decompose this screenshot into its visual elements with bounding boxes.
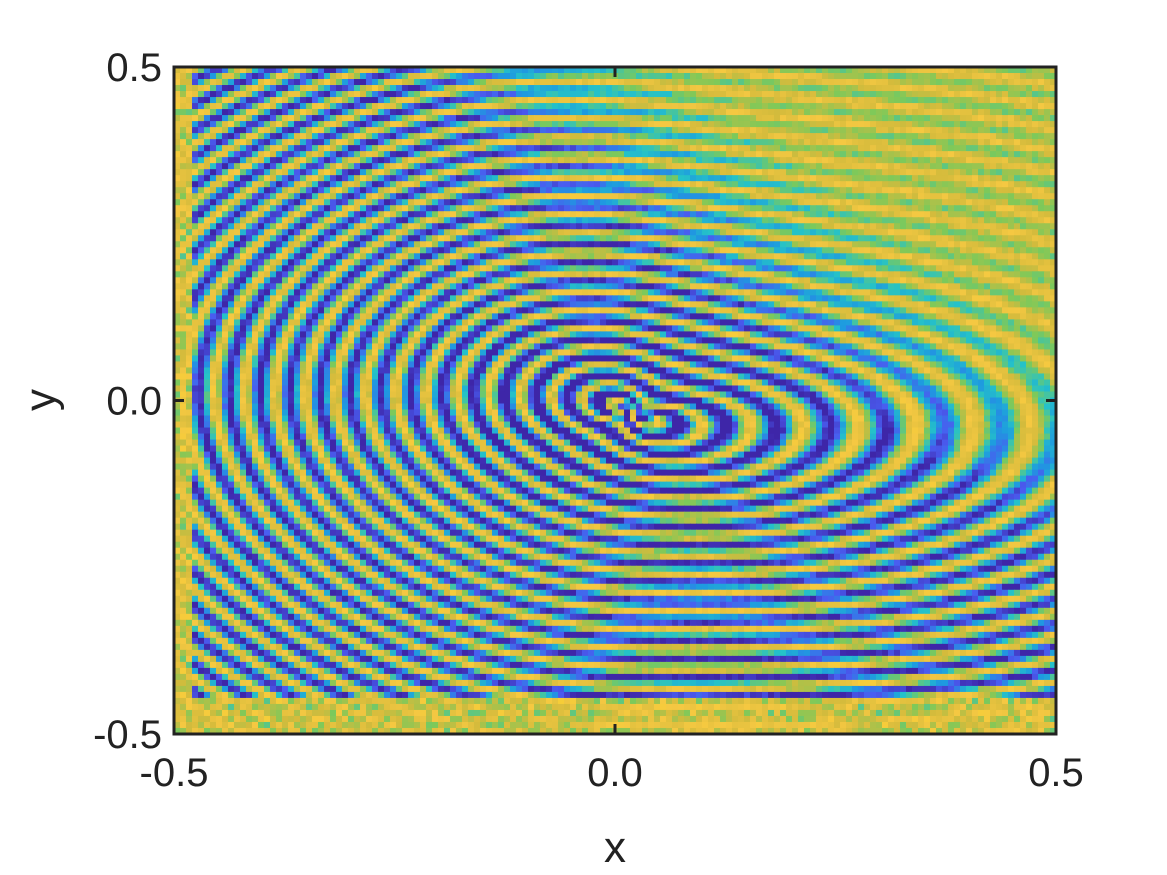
x-tick-label: 0.0 (587, 751, 643, 795)
x-tick-label: 0.5 (1028, 751, 1084, 795)
y-tick-label: 0.5 (106, 46, 162, 90)
y-axis-label: y (16, 389, 65, 411)
x-axis: -0.5 0.0 0.5 (140, 67, 1084, 795)
x-tick-label: -0.5 (140, 751, 209, 795)
x-axis-label: x (604, 823, 626, 872)
y-tick-label: 0.0 (106, 380, 162, 424)
heatmap-cells (174, 67, 1056, 734)
y-tick-label: -0.5 (93, 713, 162, 757)
y-axis: -0.5 0.0 0.5 (93, 46, 1056, 757)
